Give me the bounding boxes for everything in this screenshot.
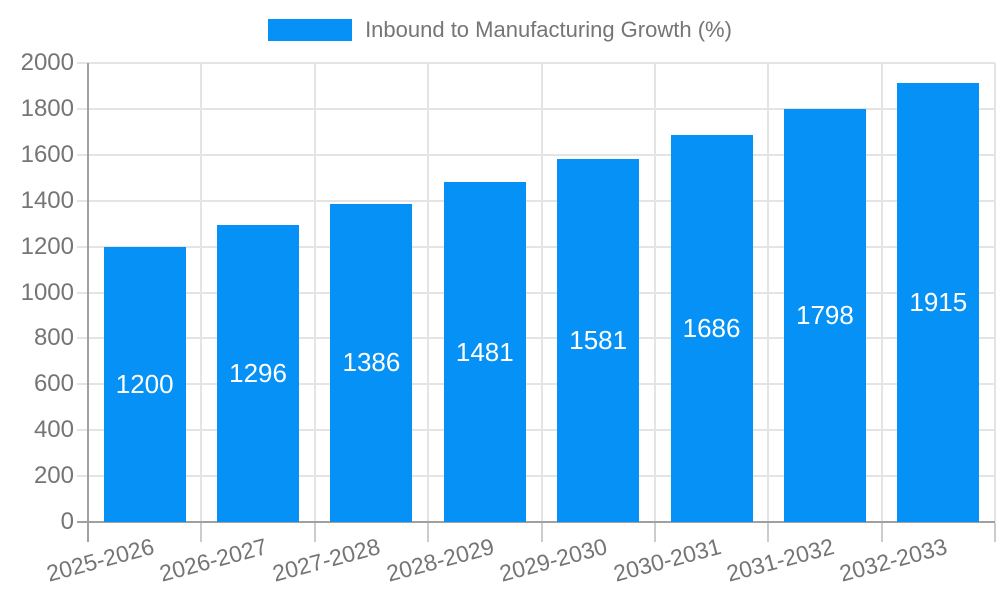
x-axis-tick-label: 2031-2032	[723, 533, 837, 587]
x-gridline	[994, 63, 996, 522]
x-axis-tick-label: 2026-2027	[156, 533, 270, 587]
y-gridline	[77, 107, 995, 110]
y-axis-tick-label: 800	[33, 324, 74, 352]
y-axis-tick-label: 2000	[20, 49, 74, 76]
legend-swatch[interactable]	[268, 19, 353, 41]
y-axis-tick-label: 1600	[20, 140, 74, 168]
x-axis-tick-mark	[653, 523, 656, 542]
y-gridline	[77, 383, 995, 386]
legend[interactable]: Inbound to Manufacturing Growth (%)	[0, 17, 1000, 43]
x-gridline	[540, 63, 543, 522]
x-gridline	[767, 63, 770, 522]
x-axis-tick-label: 2028-2029	[383, 533, 497, 587]
x-axis-tick-label: 2029-2030	[496, 533, 610, 587]
x-gridline	[427, 63, 430, 522]
bar-value-label: 1798	[796, 300, 854, 331]
bar-value-label: 1915	[909, 286, 968, 317]
bar-value-label: 1581	[569, 325, 628, 356]
x-axis-tick-mark	[767, 523, 770, 542]
bar-value-label: 1686	[682, 313, 741, 344]
bar-value-label: 1200	[115, 368, 174, 399]
y-axis-tick-label: 1400	[20, 186, 74, 214]
x-axis-line	[77, 521, 995, 523]
x-axis-tick-mark	[313, 523, 316, 542]
y-axis-tick-label: 1000	[20, 278, 74, 306]
bar-2028-2029[interactable]: 1481	[443, 182, 526, 522]
y-gridline	[77, 153, 995, 156]
bar-2026-2027[interactable]: 1296	[217, 224, 300, 522]
bar-2027-2028[interactable]: 1386	[330, 203, 413, 522]
y-axis-tick-label: 600	[33, 370, 74, 398]
y-gridline	[77, 429, 995, 432]
x-gridline	[880, 63, 883, 522]
y-axis-tick-label: 1200	[20, 232, 74, 260]
y-axis-tick-label: 200	[33, 462, 74, 490]
x-axis-tick-label: 2032-2033	[837, 533, 951, 587]
x-axis-tick-mark	[427, 523, 430, 542]
x-gridline	[200, 63, 203, 522]
x-gridline	[313, 63, 316, 522]
x-axis-tick-mark	[540, 523, 543, 542]
y-axis-tick-label: 1800	[20, 94, 74, 122]
y-axis-line	[87, 63, 89, 522]
bar-value-label: 1481	[455, 336, 514, 367]
bar-2029-2030[interactable]: 1581	[557, 159, 640, 522]
bar-2025-2026[interactable]: 1200	[103, 246, 186, 522]
y-gridline	[77, 245, 995, 248]
y-axis-tick-label: 400	[33, 416, 74, 444]
x-axis-tick-mark	[994, 523, 996, 542]
x-gridline	[653, 63, 656, 522]
x-axis-tick-mark	[87, 523, 89, 542]
legend-label[interactable]: Inbound to Manufacturing Growth (%)	[365, 17, 732, 42]
bar-2030-2031[interactable]: 1686	[670, 135, 753, 522]
bar-value-label: 1296	[229, 357, 287, 388]
x-axis-tick-label: 2030-2031	[610, 533, 724, 587]
bar-2031-2032[interactable]: 1798	[783, 109, 866, 522]
y-gridline	[77, 475, 995, 478]
y-gridline	[77, 337, 995, 340]
bar-2032-2033[interactable]: 1915	[897, 82, 980, 522]
y-gridline	[77, 291, 995, 294]
y-axis-tick-label: 0	[60, 508, 74, 535]
bar-value-label: 1386	[342, 347, 401, 378]
y-gridline	[77, 62, 995, 64]
x-axis-tick-mark	[200, 523, 203, 542]
x-axis-tick-label: 2027-2028	[270, 533, 384, 587]
x-axis-tick-mark	[880, 523, 883, 542]
x-axis-tick-label: 2025-2026	[43, 533, 157, 587]
y-gridline	[77, 199, 995, 202]
